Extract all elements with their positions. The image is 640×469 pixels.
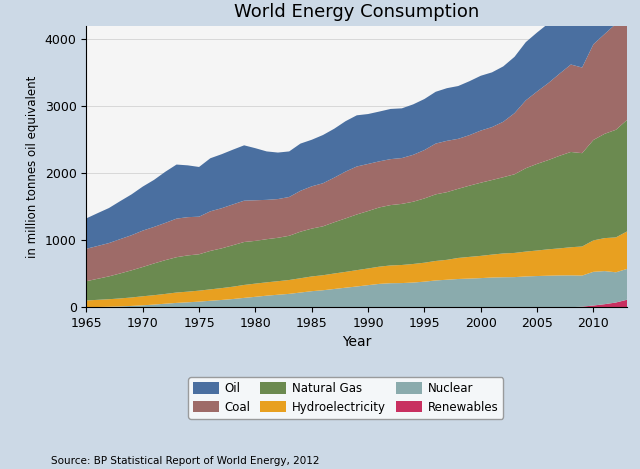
Legend: Oil, Coal, Natural Gas, Hydroelectricity, Nuclear, Renewables: Oil, Coal, Natural Gas, Hydroelectricity… <box>188 377 503 418</box>
Y-axis label: in million tonnes oil equivalent: in million tonnes oil equivalent <box>26 76 39 257</box>
Text: Source: BP Statistical Report of World Energy, 2012: Source: BP Statistical Report of World E… <box>51 456 320 466</box>
Title: World Energy Consumption: World Energy Consumption <box>234 3 479 22</box>
X-axis label: Year: Year <box>342 335 371 349</box>
